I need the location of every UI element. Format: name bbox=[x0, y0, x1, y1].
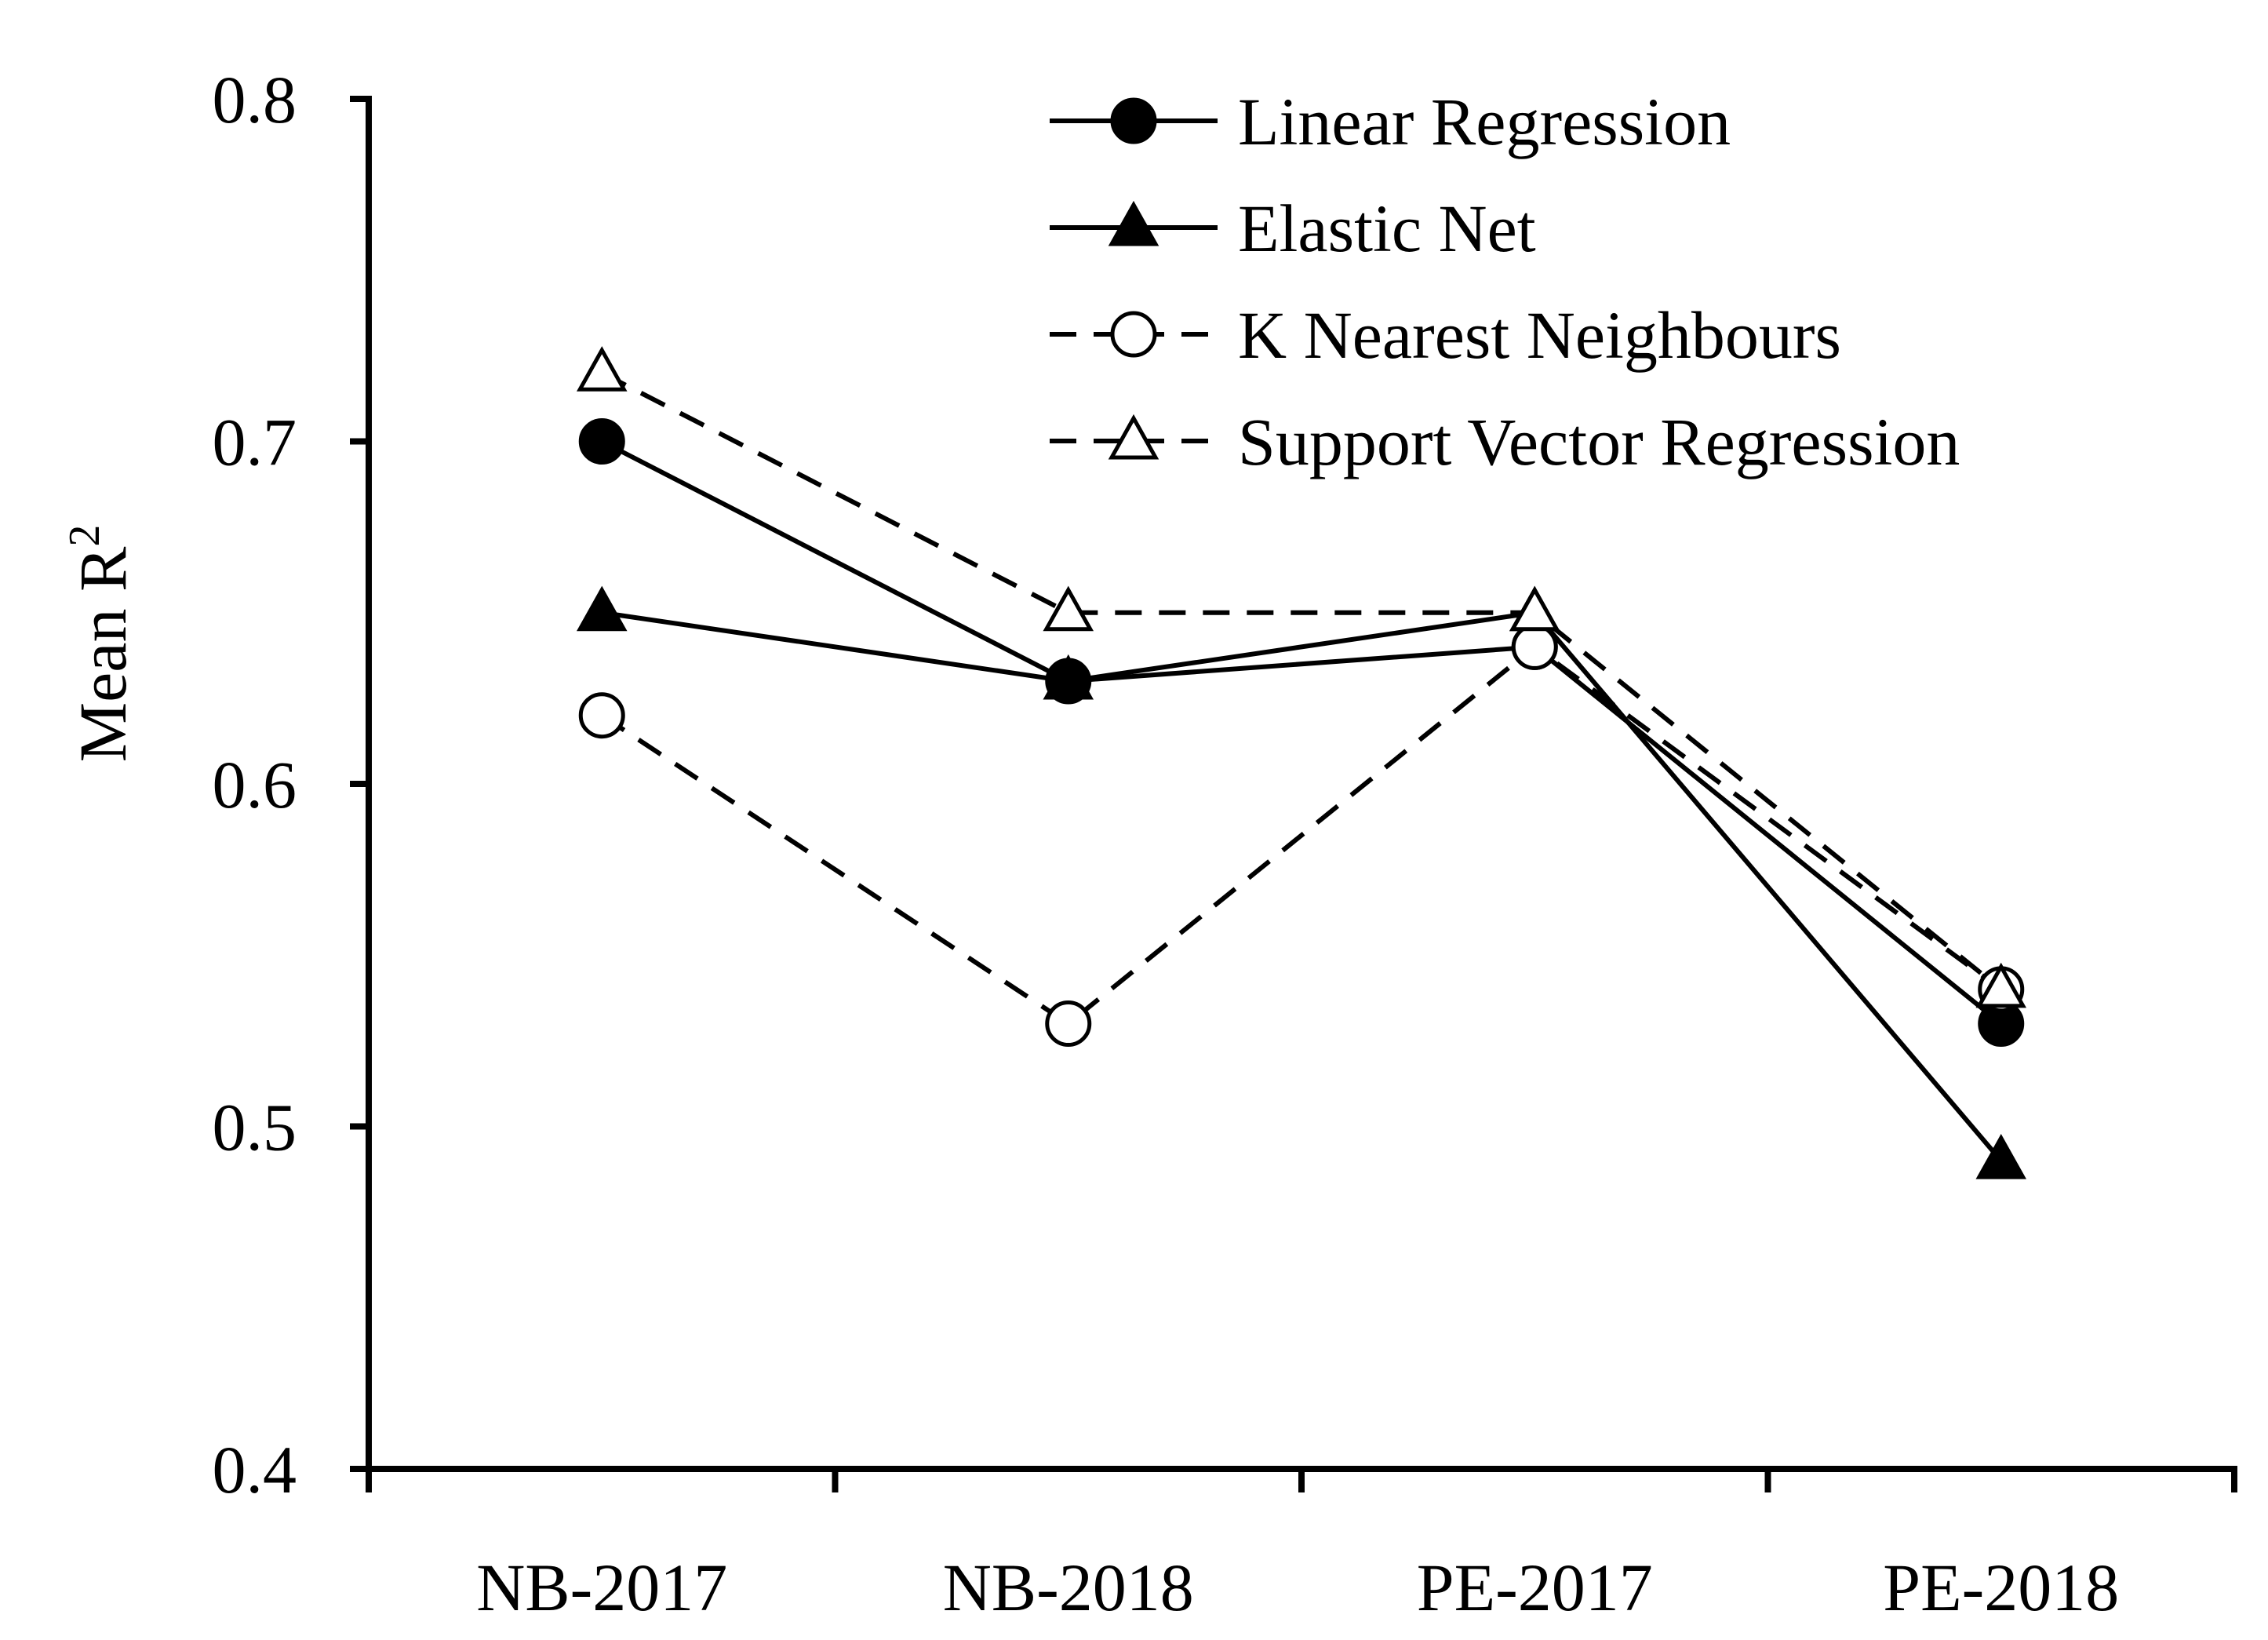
x-tick-label: PE-2017 bbox=[1417, 1550, 1653, 1625]
y-tick-label: 0.8 bbox=[213, 62, 297, 137]
data-point-support-vector-regression bbox=[1043, 585, 1094, 632]
x-tick-label: PE-2018 bbox=[1883, 1550, 2119, 1625]
legend-item-k-nearest-neighbours: K Nearest Neighbours bbox=[1050, 297, 1841, 373]
data-point-elastic-net bbox=[1975, 1134, 2027, 1179]
series-line-k-nearest-neighbours bbox=[600, 643, 2003, 1027]
y-tick-label: 0.4 bbox=[213, 1432, 297, 1507]
legend-label-elastic-net: Elastic Net bbox=[1238, 191, 1536, 266]
data-point-elastic-net bbox=[1043, 654, 1094, 700]
x-ticks: NB-2017 NB-2018 PE-2017 PE-2018 bbox=[366, 1466, 2237, 1625]
series-support-vector-regression bbox=[576, 346, 2027, 1008]
legend-marker-linear-regression bbox=[1110, 97, 1157, 144]
y-tick-label: 0.7 bbox=[213, 405, 297, 480]
series-line-support-vector-regression bbox=[600, 370, 2003, 992]
data-point-k-nearest-neighbours bbox=[1511, 623, 1558, 670]
data-point-linear-regression bbox=[578, 418, 625, 465]
y-tick-label: 0.5 bbox=[213, 1090, 297, 1165]
x-tick-label: NB-2017 bbox=[476, 1550, 727, 1625]
data-point-support-vector-regression bbox=[1975, 962, 2027, 1008]
series-line-elastic-net bbox=[601, 610, 2004, 1163]
y-tick-label: 0.6 bbox=[213, 747, 297, 822]
series-line-linear-regression bbox=[600, 439, 2003, 1026]
legend-marker-k-nearest-neighbours bbox=[1110, 311, 1157, 358]
y-axis-title: Mean R2 bbox=[60, 525, 140, 763]
legend-marker-support-vector-regression bbox=[1108, 414, 1159, 460]
y-ticks: 0.4 0.5 0.6 0.7 0.8 bbox=[213, 62, 372, 1507]
data-point-k-nearest-neighbours bbox=[1045, 1000, 1092, 1048]
data-point-elastic-net bbox=[576, 585, 628, 632]
series-k-nearest-neighbours bbox=[578, 623, 2025, 1048]
legend-item-support-vector-regression: Support Vector Regression bbox=[1050, 404, 1960, 479]
legend: Linear Regression Elastic Net K Nearest Ne… bbox=[1050, 84, 1960, 479]
data-point-support-vector-regression bbox=[1509, 585, 1560, 632]
series-linear-regression bbox=[578, 418, 2025, 1048]
legend-marker-elastic-net bbox=[1108, 200, 1159, 246]
data-point-k-nearest-neighbours bbox=[578, 692, 625, 739]
series-elastic-net bbox=[576, 585, 2027, 1179]
legend-label-k-nearest-neighbours: K Nearest Neighbours bbox=[1238, 297, 1841, 373]
legend-item-linear-regression: Linear Regression bbox=[1050, 84, 1731, 159]
legend-label-linear-regression: Linear Regression bbox=[1238, 84, 1731, 159]
legend-label-support-vector-regression: Support Vector Regression bbox=[1238, 404, 1960, 479]
data-point-support-vector-regression bbox=[576, 346, 628, 392]
legend-item-elastic-net: Elastic Net bbox=[1050, 191, 1536, 266]
x-tick-label: NB-2018 bbox=[943, 1550, 1194, 1625]
series-group bbox=[576, 346, 2027, 1179]
